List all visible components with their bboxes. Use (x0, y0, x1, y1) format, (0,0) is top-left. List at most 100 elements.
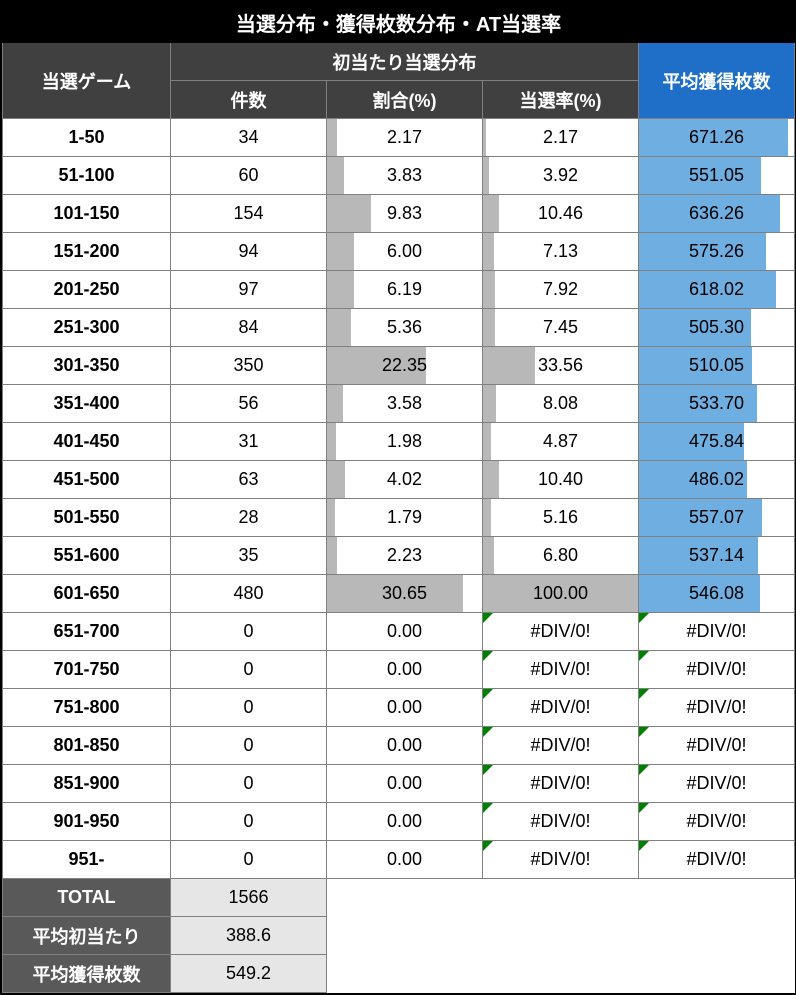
range-cell: 951- (3, 841, 171, 879)
range-cell: 101-150 (3, 195, 171, 233)
footer-label: 平均初当たり (3, 917, 171, 955)
data-cell: 8.08 (483, 385, 639, 423)
data-cell: 10.40 (483, 461, 639, 499)
count-cell: 60 (171, 157, 327, 195)
distribution-table: 当選分布・獲得枚数分布・AT当選率 当選ゲーム 初当たり当選分布 平均獲得枚数 … (2, 2, 795, 993)
data-cell: #DIV/0! (483, 765, 639, 803)
data-cell: 537.14 (639, 537, 795, 575)
footer-label: TOTAL (3, 879, 171, 917)
data-cell: 618.02 (639, 271, 795, 309)
table-row: 701-75000.00#DIV/0!#DIV/0! (3, 651, 795, 689)
table-row: 651-70000.00#DIV/0!#DIV/0! (3, 613, 795, 651)
data-cell: 486.02 (639, 461, 795, 499)
data-cell: 510.05 (639, 347, 795, 385)
count-cell: 84 (171, 309, 327, 347)
range-cell: 901-950 (3, 803, 171, 841)
data-cell: 1.79 (327, 499, 483, 537)
footer-label: 平均獲得枚数 (3, 955, 171, 993)
table-row: 851-90000.00#DIV/0!#DIV/0! (3, 765, 795, 803)
table-row: 101-1501549.8310.46636.26 (3, 195, 795, 233)
data-cell: 33.56 (483, 347, 639, 385)
range-cell: 51-100 (3, 157, 171, 195)
count-cell: 31 (171, 423, 327, 461)
table-row: 901-95000.00#DIV/0!#DIV/0! (3, 803, 795, 841)
count-cell: 34 (171, 119, 327, 157)
header-game: 当選ゲーム (3, 43, 171, 119)
header-count: 件数 (171, 81, 327, 119)
blank-cell (327, 879, 795, 917)
data-cell: 636.26 (639, 195, 795, 233)
table-row: 201-250976.197.92618.02 (3, 271, 795, 309)
count-cell: 28 (171, 499, 327, 537)
count-cell: 0 (171, 803, 327, 841)
range-cell: 201-250 (3, 271, 171, 309)
header-winrate: 当選率(%) (483, 81, 639, 119)
footer-value: 1566 (171, 879, 327, 917)
data-cell: #DIV/0! (639, 651, 795, 689)
data-cell: #DIV/0! (483, 803, 639, 841)
data-cell: 5.36 (327, 309, 483, 347)
data-cell: 551.05 (639, 157, 795, 195)
data-cell: 671.26 (639, 119, 795, 157)
range-cell: 751-800 (3, 689, 171, 727)
count-cell: 0 (171, 613, 327, 651)
header-avgwin: 平均獲得枚数 (639, 43, 795, 119)
table-row: 351-400563.588.08533.70 (3, 385, 795, 423)
table-row: 1-50342.172.17671.26 (3, 119, 795, 157)
header-ratio: 割合(%) (327, 81, 483, 119)
data-cell: 0.00 (327, 613, 483, 651)
table-row: 751-80000.00#DIV/0!#DIV/0! (3, 689, 795, 727)
data-cell: 0.00 (327, 841, 483, 879)
count-cell: 0 (171, 727, 327, 765)
count-cell: 480 (171, 575, 327, 613)
count-cell: 56 (171, 385, 327, 423)
data-cell: 30.65 (327, 575, 483, 613)
range-cell: 251-300 (3, 309, 171, 347)
range-cell: 601-650 (3, 575, 171, 613)
data-cell: 7.45 (483, 309, 639, 347)
count-cell: 350 (171, 347, 327, 385)
count-cell: 94 (171, 233, 327, 271)
footer-row: 平均初当たり388.6 (3, 917, 795, 955)
table-row: 401-450311.984.87475.84 (3, 423, 795, 461)
range-cell: 401-450 (3, 423, 171, 461)
table-row: 501-550281.795.16557.07 (3, 499, 795, 537)
data-cell: #DIV/0! (483, 841, 639, 879)
data-cell: 3.83 (327, 157, 483, 195)
data-cell: 505.30 (639, 309, 795, 347)
data-cell: 2.23 (327, 537, 483, 575)
footer-value: 388.6 (171, 917, 327, 955)
table-title: 当選分布・獲得枚数分布・AT当選率 (3, 3, 795, 43)
blank-cell (327, 955, 795, 993)
data-cell: 0.00 (327, 727, 483, 765)
range-cell: 801-850 (3, 727, 171, 765)
table-row: 801-85000.00#DIV/0!#DIV/0! (3, 727, 795, 765)
count-cell: 0 (171, 841, 327, 879)
data-cell: 533.70 (639, 385, 795, 423)
data-cell: #DIV/0! (639, 803, 795, 841)
data-cell: #DIV/0! (639, 727, 795, 765)
data-cell: 10.46 (483, 195, 639, 233)
range-cell: 551-600 (3, 537, 171, 575)
count-cell: 0 (171, 765, 327, 803)
count-cell: 154 (171, 195, 327, 233)
data-cell: 2.17 (327, 119, 483, 157)
data-cell: #DIV/0! (639, 689, 795, 727)
table-row: 301-35035022.3533.56510.05 (3, 347, 795, 385)
table-row: 601-65048030.65100.00546.08 (3, 575, 795, 613)
table-row: 51-100603.833.92551.05 (3, 157, 795, 195)
data-cell: 4.87 (483, 423, 639, 461)
data-cell: 3.92 (483, 157, 639, 195)
data-cell: #DIV/0! (483, 613, 639, 651)
data-cell: 6.00 (327, 233, 483, 271)
data-cell: 0.00 (327, 651, 483, 689)
data-cell: 575.26 (639, 233, 795, 271)
count-cell: 0 (171, 651, 327, 689)
data-cell: #DIV/0! (639, 841, 795, 879)
data-cell: 7.92 (483, 271, 639, 309)
count-cell: 63 (171, 461, 327, 499)
data-cell: 7.13 (483, 233, 639, 271)
range-cell: 1-50 (3, 119, 171, 157)
range-cell: 501-550 (3, 499, 171, 537)
table-row: 251-300845.367.45505.30 (3, 309, 795, 347)
